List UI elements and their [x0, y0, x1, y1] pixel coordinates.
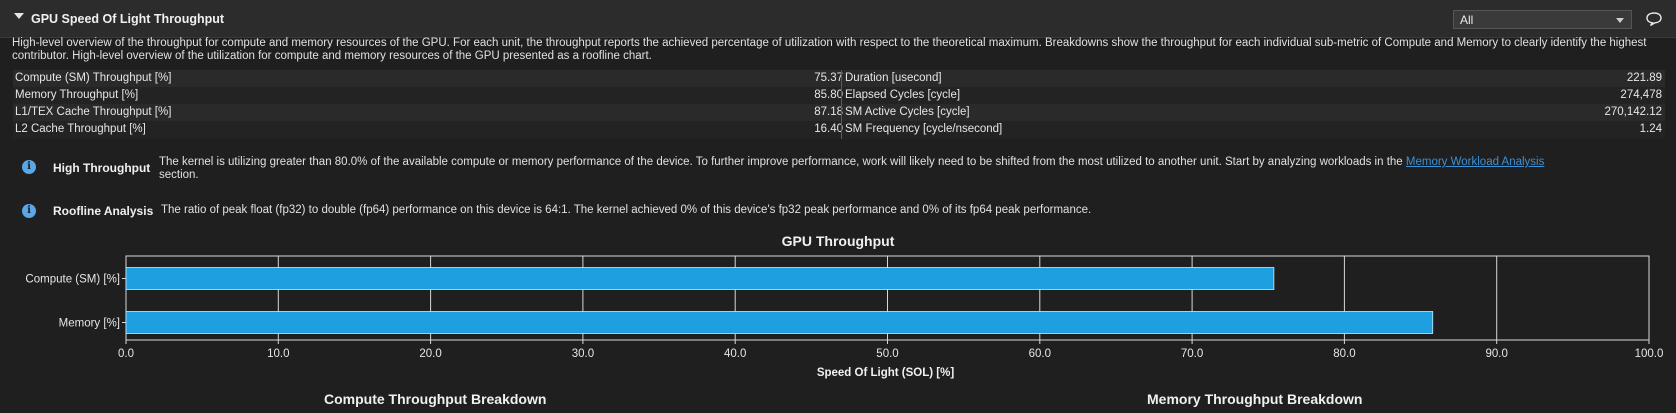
- metric-name: L2 Cache Throughput [%]: [15, 123, 146, 135]
- column-divider: [841, 70, 842, 88]
- bar: [125, 311, 1434, 334]
- bar: [125, 267, 1275, 290]
- chevron-down-icon: [1616, 18, 1624, 23]
- gpu-throughput-chart: 0.0 10.0 20.0 30.0 40.0 50.0 60.0 70.0 80.0 90.0 1…: [25, 255, 1664, 379]
- x-tick-label: 100.0: [1635, 348, 1664, 360]
- x-tick-label: 80.0: [1333, 348, 1355, 360]
- metric-row: Compute (SM) Throughput [%] 75.37 Durati…: [13, 70, 1665, 88]
- metric-value: 274,478: [1620, 89, 1662, 101]
- metric-value: 87.18: [814, 106, 843, 118]
- section-header: GPU Speed Of Light Throughput All: [0, 0, 1676, 38]
- x-tick-label: 20.0: [419, 348, 441, 360]
- metric-value: 75.37: [814, 72, 843, 84]
- metric-name: Elapsed Cycles [cycle]: [845, 89, 961, 101]
- metric-name: Duration [usecond]: [845, 72, 942, 84]
- x-axis-label: Speed Of Light (SOL) [%]: [817, 367, 955, 379]
- x-tick-label: 0.0: [118, 348, 134, 360]
- metric-name: SM Active Cycles [cycle]: [845, 106, 970, 118]
- body-filter-dropdown[interactable]: All: [1453, 10, 1632, 29]
- rule-message: The kernel is utilizing greater than 80.…: [159, 156, 1664, 182]
- x-tick-label: 10.0: [267, 348, 289, 360]
- comment-icon[interactable]: [1644, 10, 1664, 28]
- x-tick-label: 90.0: [1486, 348, 1508, 360]
- chart-title: GPU Throughput: [781, 233, 895, 249]
- column-divider: [841, 121, 842, 139]
- metric-row: L1/TEX Cache Throughput [%] 87.18 SM Act…: [13, 104, 1665, 122]
- rule-high-throughput: i High Throughput The kernel is utilizin…: [0, 156, 1676, 186]
- metric-value: 221.89: [1626, 72, 1662, 84]
- metric-value: 85.80: [814, 89, 843, 101]
- rule-title: High Throughput: [53, 161, 151, 175]
- rule-text: section.: [159, 169, 199, 181]
- column-divider: [841, 104, 842, 122]
- x-tick-label: 70.0: [1181, 348, 1203, 360]
- rule-text: The kernel is utilizing greater than 80.…: [159, 156, 1406, 168]
- section-title: GPU Speed Of Light Throughput: [31, 12, 225, 26]
- y-tick-label: Memory [%]: [59, 318, 120, 330]
- metric-value: 270,142.12: [1604, 106, 1662, 118]
- memory-workload-analysis-link[interactable]: Memory Workload Analysis: [1405, 156, 1545, 168]
- rule-message: The ratio of peak float (fp32) to double…: [161, 204, 1092, 216]
- metric-value: 16.40: [814, 123, 843, 135]
- section-description: High-level overview of the throughput fo…: [12, 37, 1647, 62]
- metric-name: SM Frequency [cycle/nsecond]: [845, 123, 1003, 135]
- collapse-arrow-icon[interactable]: [14, 13, 24, 19]
- x-tick-label: 50.0: [876, 348, 898, 360]
- info-icon: i: [22, 204, 36, 218]
- metric-row: L2 Cache Throughput [%] 16.40 SM Frequen…: [13, 121, 1665, 139]
- x-tick-label: 60.0: [1029, 348, 1051, 360]
- column-divider: [841, 87, 842, 105]
- metric-name: L1/TEX Cache Throughput [%]: [15, 106, 172, 118]
- rule-title: Roofline Analysis: [53, 204, 154, 218]
- memory-breakdown-title: Memory Throughput Breakdown: [1147, 391, 1363, 407]
- y-tick-label: Compute (SM) [%]: [25, 274, 120, 286]
- metric-row: Memory Throughput [%] 85.80 Elapsed Cycl…: [13, 87, 1665, 105]
- metric-name: Compute (SM) Throughput [%]: [15, 72, 172, 84]
- x-tick-label: 40.0: [724, 348, 746, 360]
- info-icon: i: [22, 160, 36, 174]
- rule-roofline-analysis: i Roofline Analysis The ratio of peak fl…: [0, 203, 1676, 223]
- metric-value: 1.24: [1639, 123, 1662, 135]
- dropdown-value: All: [1460, 13, 1474, 27]
- compute-breakdown-title: Compute Throughput Breakdown: [324, 391, 547, 407]
- x-tick-label: 30.0: [572, 348, 594, 360]
- metric-name: Memory Throughput [%]: [15, 89, 139, 101]
